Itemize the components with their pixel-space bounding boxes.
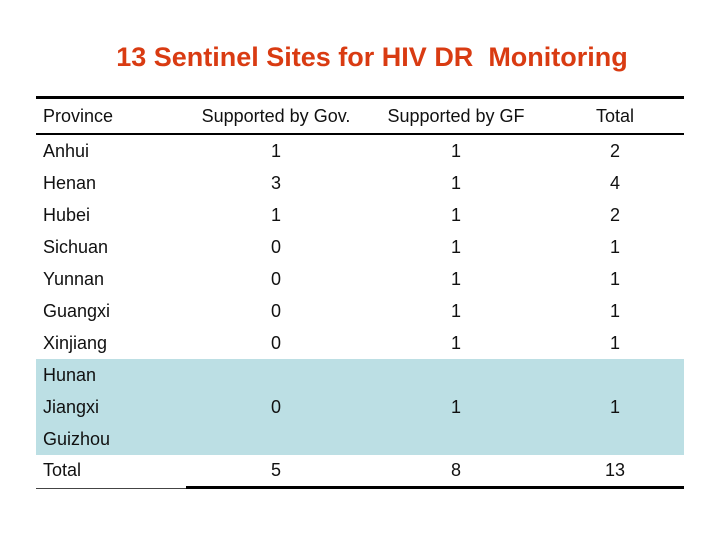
cell-province: Xinjiang: [43, 332, 108, 353]
cell-total: 1: [609, 300, 620, 321]
cell-total: 1: [609, 332, 620, 353]
cell-province: Yunnan: [43, 268, 105, 289]
table-row: Hubei 1 1 2: [36, 199, 684, 231]
header-total: Total: [595, 105, 635, 126]
header-supported-by-gov: Supported by Gov.: [201, 105, 351, 126]
cell-total: 1: [609, 236, 620, 257]
cell-gf: 1: [450, 268, 461, 289]
header-province: Province: [43, 105, 114, 126]
cell-gf: 1: [450, 140, 461, 161]
cell-gov: 0: [270, 332, 281, 353]
table-row: Anhui 1 1 2: [36, 135, 684, 167]
header-supported-by-gf: Supported by GF: [387, 105, 525, 126]
table-bottom-rule: [36, 486, 684, 489]
data-table: Province Supported by Gov. Supported by …: [36, 96, 684, 489]
table-total-row: Total 5 8 13: [36, 455, 684, 486]
total-label: Total: [43, 460, 82, 480]
cell-total: 1: [609, 396, 620, 417]
cell-gf: 1: [450, 300, 461, 321]
table-row-highlighted: Jiangxi 0 1 1: [36, 391, 684, 423]
cell-gov: 0: [270, 396, 281, 417]
table-header-row: Province Supported by Gov. Supported by …: [36, 99, 684, 135]
table-row: Henan 3 1 4: [36, 167, 684, 199]
cell-province: Guangxi: [43, 300, 111, 321]
cell-total: 1: [609, 268, 620, 289]
cell-gov: 0: [270, 236, 281, 257]
cell-gf: 1: [450, 332, 461, 353]
cell-province: Sichuan: [43, 236, 109, 257]
cell-total: 2: [609, 204, 620, 225]
cell-total: 2: [609, 140, 620, 161]
cell-gf: 1: [450, 204, 461, 225]
page-title: 13 Sentinel Sites for HIV DR Monitoring: [116, 42, 628, 72]
table-row: Xinjiang 0 1 1: [36, 327, 684, 359]
cell-gov: 3: [270, 172, 281, 193]
cell-province: Hunan: [43, 364, 97, 385]
bottom-rule-thick-segment: [186, 486, 684, 489]
cell-province: Guizhou: [43, 428, 111, 449]
cell-gf: 1: [450, 396, 461, 417]
table-row: Sichuan 0 1 1: [36, 231, 684, 263]
total-gov: 5: [270, 460, 281, 480]
table-row-highlighted: Hunan: [36, 359, 684, 391]
cell-province: Anhui: [43, 140, 90, 161]
cell-gov: 0: [270, 300, 281, 321]
total-gf: 8: [450, 460, 461, 480]
table-row-highlighted: Guizhou: [36, 423, 684, 455]
cell-province: Henan: [43, 172, 97, 193]
cell-province: Hubei: [43, 204, 91, 225]
cell-gf: 1: [450, 172, 461, 193]
cell-province: Jiangxi: [43, 396, 100, 417]
cell-total: 4: [609, 172, 620, 193]
bottom-rule-thin-segment: [36, 488, 186, 489]
cell-gf: 1: [450, 236, 461, 257]
total-total: 13: [604, 460, 626, 480]
cell-gov: 1: [270, 140, 281, 161]
cell-gov: 1: [270, 204, 281, 225]
table-row: Guangxi 0 1 1: [36, 295, 684, 327]
table-row: Yunnan 0 1 1: [36, 263, 684, 295]
cell-gov: 0: [270, 268, 281, 289]
